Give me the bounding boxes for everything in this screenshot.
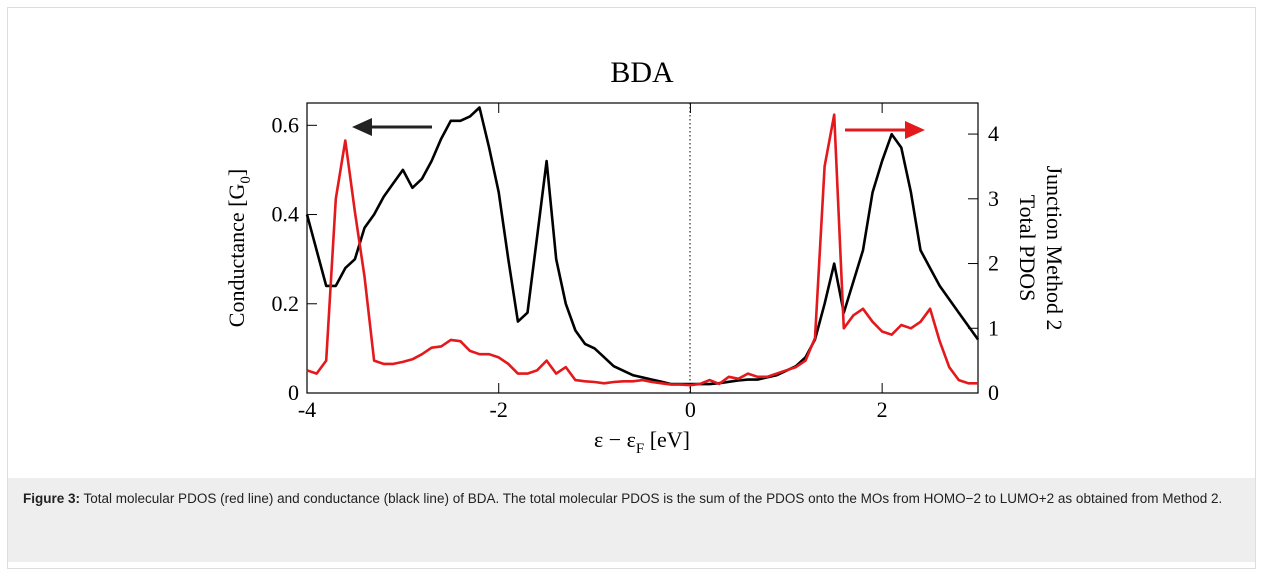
x-label-part: [eV] — [644, 427, 690, 452]
x-tick-label: 2 — [877, 397, 888, 422]
caption-text: Total molecular PDOS (red line) and cond… — [80, 491, 1223, 506]
arrow-right — [845, 121, 925, 139]
chart: BDA ε − εF [eV] Conductance [G0] Total P… — [224, 56, 1067, 457]
y-tick-label: 0.4 — [272, 202, 300, 227]
series-line — [306, 113, 978, 387]
y2-tick-label: 0 — [988, 380, 999, 405]
plot-frame — [306, 102, 979, 394]
y-label-part: Conductance [G — [224, 184, 249, 328]
figure-frame — [7, 7, 1256, 569]
y-tick-label: 0 — [288, 380, 299, 405]
y2-tick-label: 2 — [988, 251, 999, 276]
y-tick-label: 0.2 — [272, 291, 300, 316]
y2-tick-label: 4 — [988, 121, 999, 146]
chart-title: BDA — [610, 56, 674, 89]
y-label-part: ] — [224, 169, 249, 176]
series-line — [305, 106, 980, 386]
x-label-sub: F — [636, 441, 644, 457]
x-tick-label: 0 — [685, 397, 696, 422]
y-tick-label: 0.6 — [272, 112, 300, 137]
y-label-sub: 0 — [238, 176, 254, 184]
caption: Figure 3: Total molecular PDOS (red line… — [8, 478, 1255, 562]
caption-label: Figure 3: — [23, 491, 81, 506]
y2-tick-label: 1 — [988, 315, 999, 340]
arrow-left — [352, 118, 432, 136]
x-tick-label: -2 — [490, 397, 508, 422]
y2-axis-label: Total PDOS — [1015, 195, 1040, 302]
y-axis-label: Conductance [G0] — [224, 169, 254, 327]
x-label-part: ε − ε — [594, 427, 636, 452]
y2-tick-label: 3 — [988, 186, 999, 211]
x-axis-label: ε − εF [eV] — [594, 427, 690, 457]
y2-axis-label: Junction Method 2 — [1042, 166, 1067, 331]
x-tick-label: -4 — [298, 397, 316, 422]
